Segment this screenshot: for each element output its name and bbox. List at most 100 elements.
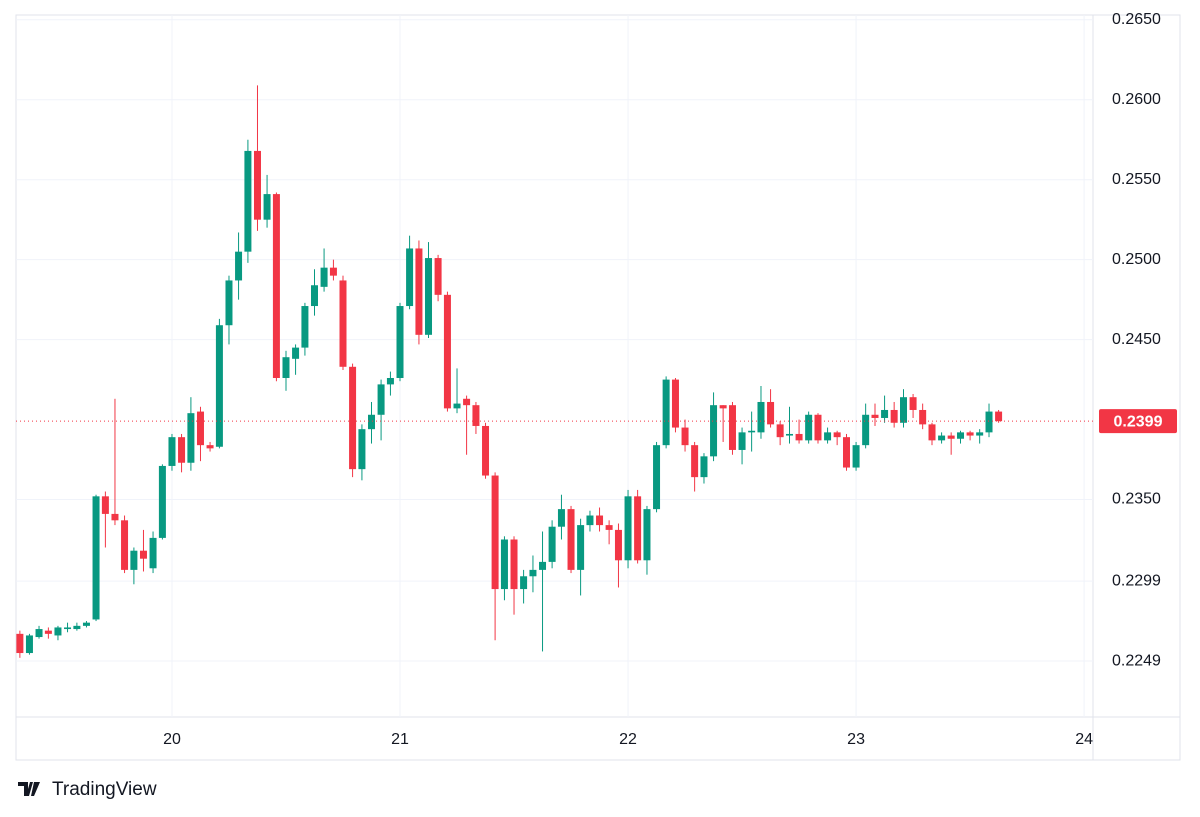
candle-body <box>244 150 252 252</box>
candle-body <box>748 430 756 433</box>
y-tick-label: 0.2350 <box>1112 491 1161 508</box>
candle-body <box>35 629 43 638</box>
candle-body <box>909 397 917 410</box>
candle-body <box>814 414 822 441</box>
candle-body <box>64 627 72 630</box>
candle-body <box>671 379 679 428</box>
brand: TradingView <box>18 779 157 800</box>
candle-body <box>976 432 984 436</box>
candle-body <box>624 496 632 561</box>
candle-body <box>272 194 280 378</box>
y-tick-label: 0.2550 <box>1112 171 1161 188</box>
candle-body <box>339 280 347 367</box>
candle-body <box>785 433 793 436</box>
y-tick-label: 0.2500 <box>1112 251 1161 268</box>
candle-body <box>862 414 870 446</box>
candle-body <box>92 496 100 620</box>
candle-body <box>425 258 433 335</box>
candle-body <box>415 248 423 335</box>
candle-body <box>634 496 642 561</box>
candle-body <box>406 248 414 307</box>
candle-body <box>434 258 442 295</box>
candle-body <box>700 456 708 478</box>
candle-body <box>206 445 214 449</box>
candle-body <box>396 306 404 378</box>
candle-body <box>301 306 309 348</box>
y-tick-label: 0.2249 <box>1112 652 1161 669</box>
candle-body <box>292 347 300 359</box>
candle-body <box>653 445 661 510</box>
candle-body <box>947 435 955 439</box>
candle-body <box>282 357 290 378</box>
candle-body <box>548 526 556 562</box>
x-tick-label: 21 <box>391 731 409 748</box>
grid <box>16 15 1093 717</box>
candle-body <box>263 194 271 220</box>
candle-body <box>728 405 736 450</box>
candle-body <box>225 280 233 326</box>
candle-body <box>710 405 718 457</box>
candle-body <box>54 627 62 636</box>
candle-body <box>329 267 337 276</box>
candle-body <box>719 405 727 409</box>
candles <box>16 85 1093 658</box>
candle-body <box>491 475 499 590</box>
candle-body <box>463 398 471 406</box>
candle-body <box>44 630 52 634</box>
candle-body <box>643 509 651 561</box>
candle-body <box>805 414 813 441</box>
candle-body <box>178 437 186 463</box>
candle-body <box>738 432 746 450</box>
candle-body <box>890 409 898 423</box>
candle-body <box>776 424 784 438</box>
candle-body <box>453 403 461 409</box>
x-tick-label: 20 <box>163 731 181 748</box>
candle-body <box>957 432 965 439</box>
y-tick-label: 0.2650 <box>1112 11 1161 28</box>
candle-body <box>529 569 537 577</box>
candle-body <box>557 509 565 527</box>
candle-body <box>938 435 946 441</box>
x-tick-label: 23 <box>847 731 865 748</box>
x-tick-label: 24 <box>1075 731 1093 748</box>
candle-body <box>824 432 832 441</box>
candle-body <box>349 366 357 470</box>
candle-body <box>577 525 585 570</box>
candle-body <box>767 401 775 425</box>
last-price-box <box>1099 409 1177 434</box>
candle-body <box>500 539 508 590</box>
candle-body <box>101 496 109 514</box>
candle-body <box>235 251 243 281</box>
candle-body <box>187 413 195 463</box>
candle-body <box>368 414 376 430</box>
candle-body <box>196 411 204 446</box>
x-tick-label: 22 <box>619 731 637 748</box>
candle-body <box>900 397 908 423</box>
candle-body <box>966 432 974 436</box>
candle-body <box>795 433 803 441</box>
candle-body <box>320 267 328 287</box>
last-price-label: 0.2399 <box>1114 413 1163 430</box>
candle-body <box>168 437 176 466</box>
candle-body <box>386 377 394 385</box>
candle-body <box>520 576 528 590</box>
candle-body <box>16 633 24 654</box>
candle-body <box>928 424 936 441</box>
candle-body <box>253 150 261 220</box>
axis-labels: 0.2650 0.2600 0.2550 0.2500 0.2450 0.2350 0.22… <box>163 11 1177 748</box>
y-tick-label: 0.2600 <box>1112 91 1161 108</box>
candle-body <box>310 285 318 307</box>
candle-body <box>25 635 33 654</box>
candle-body <box>586 515 594 526</box>
candle-body <box>121 520 129 570</box>
candle-body <box>681 427 689 446</box>
candle-body <box>614 529 622 561</box>
candle-body <box>842 437 850 468</box>
candle-body <box>82 622 90 626</box>
candle-body <box>149 537 157 569</box>
candle-body <box>919 409 927 425</box>
candle-body <box>605 525 613 530</box>
candle-body <box>662 379 670 446</box>
candle-body <box>510 539 518 590</box>
chart-frame <box>15 14 1181 761</box>
